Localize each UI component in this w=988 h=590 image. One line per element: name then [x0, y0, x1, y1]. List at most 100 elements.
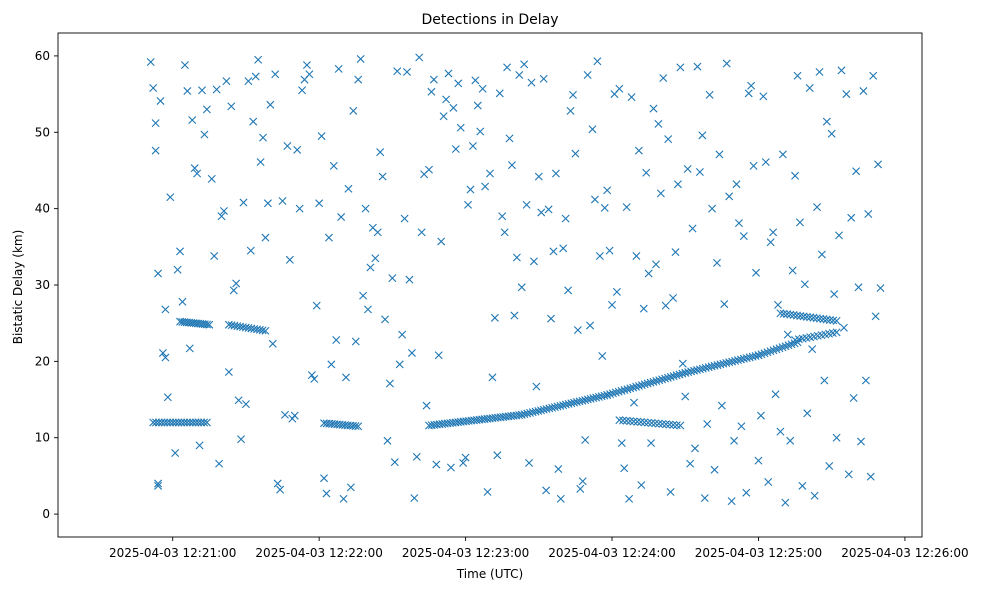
track-detection-point — [725, 358, 734, 367]
detection-point — [266, 100, 275, 109]
detection-point — [454, 79, 463, 88]
detection-point — [276, 485, 285, 494]
track-detection-point — [149, 418, 158, 427]
track-detection-point — [678, 369, 687, 378]
detection-point — [188, 116, 197, 125]
detection-point — [876, 284, 885, 293]
y-tick-label: 0 — [42, 507, 50, 521]
detection-point — [173, 265, 182, 274]
track-detection-point — [763, 348, 772, 357]
x-axis-label: Time (UTC) — [456, 567, 523, 581]
detection-point — [605, 246, 614, 255]
detection-point — [451, 145, 460, 154]
x-tick-label: 2025-04-03 12:25:00 — [695, 546, 822, 560]
track-detection-point — [636, 418, 645, 427]
detection-point — [795, 218, 804, 227]
track-detection-point — [751, 351, 760, 360]
track-detection-point — [666, 372, 675, 381]
track-detection-point — [200, 418, 209, 427]
detection-point — [317, 132, 326, 141]
detection-point — [842, 90, 851, 99]
detection-point — [849, 394, 858, 403]
track-detection-point — [789, 311, 798, 320]
detection-point — [193, 169, 202, 178]
detection-point — [354, 75, 363, 84]
detection-point — [190, 164, 199, 173]
detection-point — [215, 459, 224, 468]
track-detection-point — [698, 364, 707, 373]
track-detection-point — [183, 418, 192, 427]
x-tick-label: 2025-04-03 12:24:00 — [548, 546, 675, 560]
track-detection-point — [194, 418, 203, 427]
track-detection-point — [663, 373, 672, 382]
track-detection-point — [728, 357, 737, 366]
track-detection-point — [684, 368, 693, 377]
detection-point — [256, 158, 265, 167]
detection-point — [361, 204, 370, 213]
detection-point — [178, 297, 187, 306]
detection-point — [158, 348, 167, 357]
detection-point — [310, 374, 319, 383]
detection-point — [156, 96, 165, 105]
track-detection-point — [796, 311, 805, 320]
detection-point — [498, 212, 507, 221]
detection-point — [383, 436, 392, 445]
detection-point — [320, 474, 329, 483]
detection-point — [559, 244, 568, 253]
detection-point — [537, 208, 546, 217]
detection-point — [561, 214, 570, 223]
detection-point — [756, 411, 765, 420]
detection-point — [554, 465, 563, 474]
detection-point — [644, 269, 653, 278]
detection-point — [163, 393, 172, 402]
track-detection-point — [779, 309, 788, 318]
track-detection-point — [742, 354, 751, 363]
detection-point — [595, 251, 604, 260]
detection-point — [268, 339, 277, 348]
detection-point — [290, 411, 299, 420]
track-detection-point — [166, 418, 175, 427]
detection-point — [295, 204, 304, 213]
x-tick-label: 2025-04-03 12:23:00 — [402, 546, 529, 560]
track-detection-point — [766, 347, 775, 356]
detection-point — [693, 62, 702, 71]
track-detection-point — [776, 309, 785, 318]
detection-point — [229, 286, 238, 295]
track-detection-point — [722, 358, 731, 367]
detection-point — [632, 251, 641, 260]
track-detection-point — [658, 375, 667, 384]
detection-point — [488, 373, 497, 382]
track-detection-point — [825, 316, 834, 324]
track-detection-point — [603, 390, 612, 399]
detection-point — [468, 142, 477, 151]
detection-point — [593, 57, 602, 66]
detection-point — [410, 494, 419, 503]
detection-point — [500, 228, 509, 237]
track-detection-point — [629, 417, 638, 426]
track-detection-point — [157, 418, 166, 427]
detection-point — [705, 90, 714, 99]
detection-point — [464, 200, 473, 209]
track-detection-point — [646, 378, 655, 387]
track-detection-point — [649, 377, 658, 386]
track-detection-point — [669, 420, 678, 429]
track-detection-point — [809, 313, 818, 322]
track-detection-point — [775, 344, 784, 353]
detection-point — [429, 75, 438, 84]
track-detection-point — [261, 326, 270, 335]
detection-point — [417, 228, 426, 237]
detection-point — [161, 353, 170, 362]
track-detection-point — [185, 418, 194, 427]
detection-point — [737, 422, 746, 431]
detection-point — [385, 379, 394, 388]
detection-point — [859, 87, 868, 96]
detection-point — [700, 494, 709, 503]
detection-point — [459, 458, 468, 467]
detection-point — [625, 494, 634, 503]
detection-point — [525, 458, 534, 467]
track-detection-point — [177, 418, 186, 427]
detection-point — [202, 105, 211, 114]
track-detection-point — [351, 422, 360, 431]
detection-point — [761, 158, 770, 167]
